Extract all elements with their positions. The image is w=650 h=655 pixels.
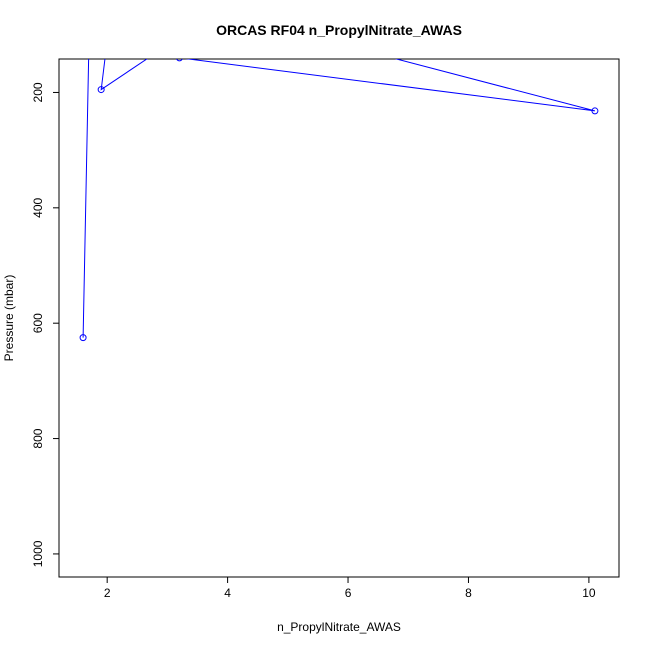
y-axis-label: Pressure (mbar): [2, 275, 16, 362]
data-point: [176, 59, 183, 62]
y-tick-label: 1000: [31, 540, 45, 567]
y-tick-label: 600: [31, 313, 45, 333]
y-tick-label: 400: [31, 197, 45, 217]
x-axis: 2 4 6 8 10: [104, 577, 596, 600]
chart-title: ORCAS RF04 n_PropylNitrate_AWAS: [216, 22, 462, 38]
y-tick-label: 800: [31, 428, 45, 448]
x-tick-label: 2: [104, 586, 111, 600]
x-tick-label: 6: [345, 586, 352, 600]
x-tick-label: 8: [465, 586, 472, 600]
data-point: [79, 334, 87, 342]
y-tick-label: 200: [31, 82, 45, 102]
x-axis-label: n_PropylNitrate_AWAS: [277, 620, 401, 634]
plot-frame: [58, 58, 620, 578]
data-point: [97, 86, 105, 94]
series-line: [82, 59, 596, 338]
series-layer: [79, 59, 599, 342]
x-tick-label: 10: [582, 586, 596, 600]
y-axis: 200 400 600 800 1000: [31, 82, 59, 567]
data-point: [591, 107, 599, 115]
x-tick-label: 4: [224, 586, 231, 600]
